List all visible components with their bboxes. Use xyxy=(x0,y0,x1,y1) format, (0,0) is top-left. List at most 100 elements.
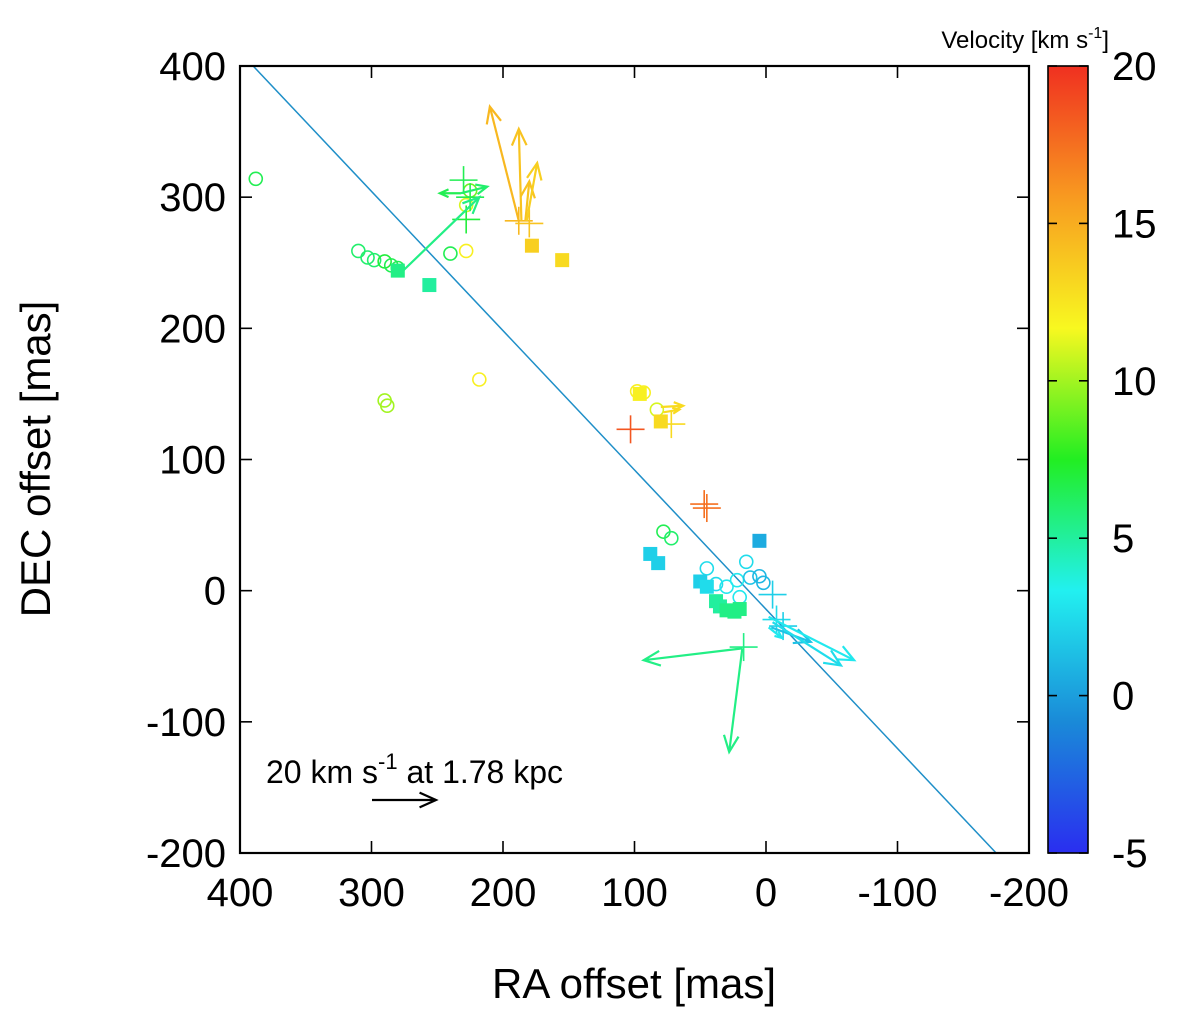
vector-head xyxy=(671,406,682,415)
velocity-vector xyxy=(485,104,520,222)
colorbar-title-exp: -1 xyxy=(1088,25,1102,42)
velocity-vector xyxy=(641,647,743,667)
circle-marker xyxy=(756,575,771,591)
cross-marker xyxy=(758,580,787,609)
scale-note-prefix: 20 km s xyxy=(266,754,378,790)
square-marker xyxy=(390,263,405,278)
circle-marker xyxy=(742,570,758,585)
reference-line xyxy=(252,66,997,853)
velocity-vector xyxy=(510,126,528,221)
circle-marker xyxy=(458,243,474,259)
vector-head xyxy=(475,183,490,196)
vector-shaft xyxy=(524,181,531,221)
circle-marker xyxy=(351,243,366,259)
y-tick-label: 100 xyxy=(159,439,226,483)
plot-frame xyxy=(238,64,1031,855)
axis-ticks: 400 300 200 100 0 -100 -2004003002001000-100-2… xyxy=(146,45,1069,915)
vector-head xyxy=(510,126,528,147)
circle-marker xyxy=(732,589,748,605)
colorbar-ticks: 20 15 10 5 0 -5 xyxy=(1048,45,1157,876)
vector-shaft xyxy=(460,185,488,195)
vector-shaft xyxy=(660,404,684,409)
cross-marker xyxy=(657,410,686,439)
vector-head xyxy=(774,630,784,640)
scale-arrow xyxy=(372,791,439,809)
square-marker xyxy=(699,579,714,594)
circle-marker xyxy=(719,579,734,595)
circle-marker xyxy=(649,402,665,417)
cross-marker xyxy=(616,415,645,444)
velocity-vector xyxy=(519,178,536,221)
scale-note: 20 km s-1 at 1.78 kpc xyxy=(266,749,563,790)
square-marker xyxy=(752,533,767,548)
circle-marker xyxy=(443,246,458,261)
square-marker xyxy=(632,386,647,401)
velocity-vector xyxy=(771,621,844,667)
vector-shaft xyxy=(525,162,539,221)
vector-shaft xyxy=(768,615,855,662)
colorbar-tick-label: 15 xyxy=(1112,202,1157,246)
circle-marker xyxy=(379,398,395,414)
velocity-vector xyxy=(663,406,682,415)
scale-note-exp: -1 xyxy=(378,749,398,774)
colorbar-title-prefix: Velocity [km s xyxy=(941,27,1088,54)
velocity-vector xyxy=(767,626,784,640)
vector-head xyxy=(641,650,662,667)
cross-marker xyxy=(690,490,719,519)
x-tick-label: -200 xyxy=(989,871,1069,915)
velocity-vector xyxy=(460,183,490,196)
y-tick-label: 200 xyxy=(159,307,226,351)
colorbar-title: Velocity [km s-1] xyxy=(941,25,1109,54)
colorbar-tick-label: 20 xyxy=(1112,45,1157,89)
y-tick-label: 300 xyxy=(159,176,226,220)
circle-marker xyxy=(729,572,745,588)
vector-head xyxy=(462,195,482,215)
colorbar-tick-label: -5 xyxy=(1112,832,1148,876)
circle-marker xyxy=(656,524,671,539)
velocity-vector xyxy=(525,160,543,221)
velocity-vector xyxy=(722,648,744,755)
colorbar-tick-label: 10 xyxy=(1112,360,1157,404)
square-marker xyxy=(524,238,539,253)
x-tick-label: 200 xyxy=(470,871,537,915)
scale-arrow-glyph xyxy=(372,791,439,809)
vector-shaft xyxy=(517,128,523,221)
circle-marker xyxy=(248,171,264,187)
square-marker xyxy=(555,253,570,268)
y-tick-label: -200 xyxy=(146,832,226,876)
square-marker xyxy=(422,278,437,293)
vector-shaft xyxy=(399,196,481,275)
square-marker xyxy=(651,556,666,571)
y-tick-label: 400 xyxy=(159,45,226,89)
vector-head xyxy=(722,734,740,755)
x-tick-label: 400 xyxy=(207,871,274,915)
velocity-vector xyxy=(768,615,857,662)
vector-head xyxy=(822,649,844,667)
vector-shaft xyxy=(643,647,743,662)
circle-marker xyxy=(664,530,679,546)
vector-head xyxy=(419,791,439,809)
cross-marker xyxy=(449,166,478,195)
x-axis-title: RA offset [mas] xyxy=(492,960,776,1007)
x-tick-label: 100 xyxy=(601,871,668,915)
circle-marker xyxy=(472,372,487,387)
vector-head xyxy=(437,188,449,199)
colorbar xyxy=(1047,65,1089,854)
vector-head xyxy=(485,104,502,125)
vector-shaft xyxy=(767,626,783,639)
vector-shaft xyxy=(771,621,842,667)
vector-shaft xyxy=(728,648,744,753)
scale-note-suffix: at 1.78 kpc xyxy=(398,754,563,790)
x-tick-label: 0 xyxy=(755,871,777,915)
y-tick-label: -100 xyxy=(146,701,226,745)
vector-head xyxy=(526,160,543,181)
cross-marker xyxy=(729,633,758,662)
colorbar-title-suffix: ] xyxy=(1102,27,1109,54)
y-axis-title: DEC offset [mas] xyxy=(12,301,59,618)
velocity-vector xyxy=(437,188,461,199)
y-tick-label: 0 xyxy=(204,570,226,614)
circle-marker xyxy=(360,250,375,265)
plot-area xyxy=(248,66,997,853)
vector-head xyxy=(519,178,536,199)
